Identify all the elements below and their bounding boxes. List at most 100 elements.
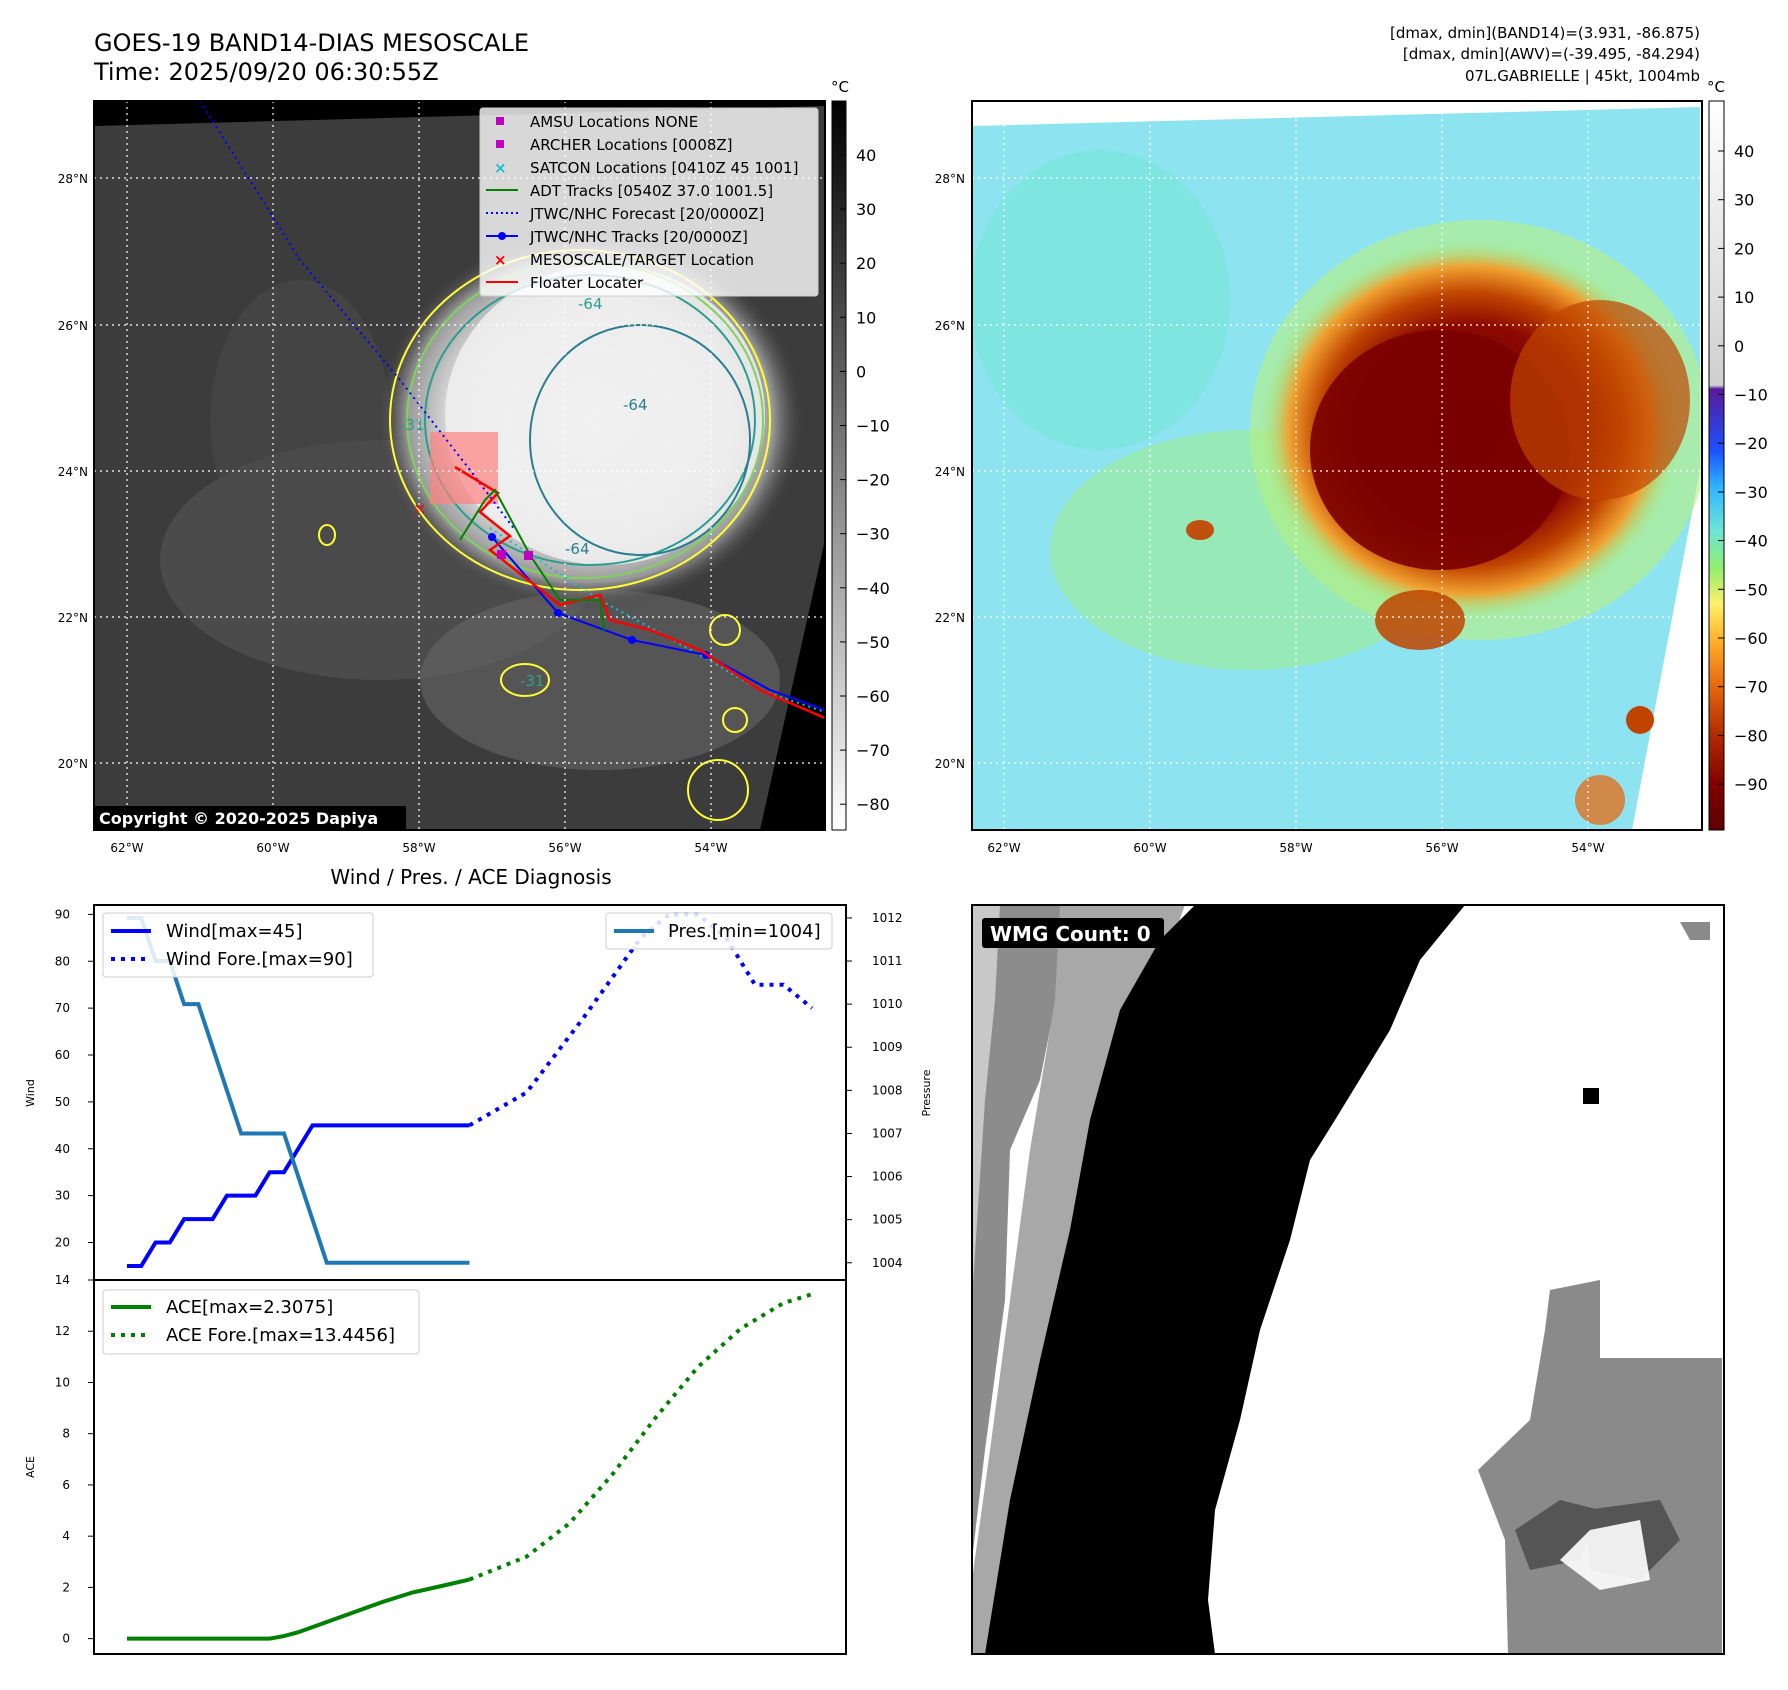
svg-text:×: × bbox=[494, 159, 507, 177]
legend-mesoscale: MESOSCALE/TARGET Location bbox=[530, 251, 754, 269]
colorbar-tick-label: 20 bbox=[1734, 239, 1754, 258]
colorbar-tick-label: −20 bbox=[856, 471, 890, 490]
contour-label: -64 bbox=[623, 396, 648, 414]
ace-legend: ACE[max=2.3075] ACE Fore.[max=13.4456] bbox=[102, 1289, 420, 1355]
colorbar-tick-label: −80 bbox=[856, 795, 890, 814]
svg-text:62°W: 62°W bbox=[110, 841, 143, 855]
figure-title: GOES-19 BAND14-DIAS MESOSCALE bbox=[94, 29, 529, 57]
colorbar-tick-label: −30 bbox=[1734, 483, 1768, 502]
legend-amsu: AMSU Locations NONE bbox=[530, 113, 698, 131]
wind-tick-label: 50 bbox=[55, 1095, 70, 1109]
pressure-tick-label: 1007 bbox=[872, 1126, 903, 1140]
colorbar-tick-label: 30 bbox=[856, 200, 876, 219]
svg-text:26°N: 26°N bbox=[935, 319, 965, 333]
ace-tick-label: 0 bbox=[62, 1632, 70, 1646]
wind-tick-label: 40 bbox=[55, 1142, 70, 1156]
pressure-tick-label: 1010 bbox=[872, 997, 903, 1011]
svg-text:60°W: 60°W bbox=[1133, 841, 1166, 855]
map-legend: AMSU Locations NONE ARCHER Locations [00… bbox=[479, 107, 819, 297]
series-wind bbox=[127, 1123, 470, 1268]
wmg-black-band bbox=[985, 905, 1465, 1654]
svg-text:56°W: 56°W bbox=[1425, 841, 1458, 855]
wind-axis-label: Wind bbox=[24, 1079, 37, 1107]
contour-label: -64 bbox=[578, 295, 603, 313]
colorbar-tick-label: −70 bbox=[856, 741, 890, 760]
ace-axis-label: ACE bbox=[24, 1456, 37, 1478]
colorbar-tick-label: −80 bbox=[1734, 726, 1768, 745]
info-band14: [dmax, dmin](BAND14)=(3.931, -86.875) bbox=[1390, 24, 1700, 42]
svg-text:24°N: 24°N bbox=[935, 465, 965, 479]
svg-text:26°N: 26°N bbox=[58, 319, 88, 333]
figure-time: Time: 2025/09/20 06:30:55Z bbox=[93, 58, 439, 86]
svg-text:24°N: 24°N bbox=[58, 465, 88, 479]
colorbar-tick-label: −50 bbox=[1734, 580, 1768, 599]
svg-text:28°N: 28°N bbox=[58, 172, 88, 186]
pressure-tick-label: 1005 bbox=[872, 1213, 903, 1227]
pressure-tick-label: 1006 bbox=[872, 1170, 903, 1184]
legend-archer: ARCHER Locations [0008Z] bbox=[530, 136, 733, 154]
colorbar-tick-label: 10 bbox=[1734, 288, 1754, 307]
colorbar-tick-label: −70 bbox=[1734, 678, 1768, 697]
legend-ace: ACE[max=2.3075] bbox=[166, 1297, 333, 1318]
wind-tick-label: 90 bbox=[55, 907, 70, 921]
map-right bbox=[971, 100, 1703, 831]
map-left: -64 -64 -64 -31 -31 × bbox=[93, 100, 826, 831]
ace-tick-label: 2 bbox=[62, 1580, 70, 1594]
legend-jtwc: JTWC/NHC Tracks [20/0000Z] bbox=[529, 228, 748, 246]
colorbar-tick-label: −90 bbox=[1734, 775, 1768, 794]
contour-label: -31 bbox=[400, 416, 425, 434]
colorbar-tick-label: −60 bbox=[1734, 629, 1768, 648]
colorbar-tick-label: 0 bbox=[856, 362, 866, 381]
colorbar-tick-label: 20 bbox=[856, 254, 876, 273]
colorbar-tick-label: 40 bbox=[856, 146, 876, 165]
wind-pres-chart: Wind Pressure 20 30 40 50 60 70 80 90 1004 1005 1… bbox=[24, 904, 933, 1281]
colorbar-tick-label: −50 bbox=[856, 633, 890, 652]
ace-tick-label: 14 bbox=[55, 1273, 70, 1287]
ace-chart: ACE 0 2 4 6 8 10 12 14 ACE[max=2.3075] ACE Fore… bbox=[24, 1273, 847, 1655]
info-awv: [dmax, dmin](AWV)=(-39.495, -84.294) bbox=[1403, 45, 1700, 63]
legend-forecast: JTWC/NHC Forecast [20/0000Z] bbox=[529, 205, 764, 223]
svg-text:22°N: 22°N bbox=[58, 611, 88, 625]
wmg-count: WMG Count: 0 bbox=[990, 922, 1151, 946]
colorbar-tick-label: 10 bbox=[856, 308, 876, 327]
colorbar-tick-label: −60 bbox=[856, 687, 890, 706]
colorbar-tick-label: −30 bbox=[856, 525, 890, 544]
svg-text:60°W: 60°W bbox=[256, 841, 289, 855]
colorbar-tick-label: 30 bbox=[1734, 191, 1754, 210]
colorbar-right: °C 40 30 20 10 0 −10 −20 −30 −40 −50 −60 −70 −80 −90 bbox=[1707, 78, 1768, 831]
wmg-panel: WMG Count: 0 bbox=[971, 904, 1725, 1655]
colorbar-left: °C 40 30 20 10 0 −10 −20 −30 −40 −50 −60 −70 −80 bbox=[831, 78, 890, 831]
ace-tick-label: 6 bbox=[62, 1478, 70, 1492]
svg-text:°C: °C bbox=[831, 78, 849, 96]
legend-ace-fore: ACE Fore.[max=13.4456] bbox=[166, 1325, 395, 1346]
pressure-tick-label: 1011 bbox=[872, 954, 903, 968]
svg-text:28°N: 28°N bbox=[935, 172, 965, 186]
legend-wind: Wind[max=45] bbox=[166, 921, 303, 942]
svg-text:×: × bbox=[494, 251, 507, 269]
svg-text:58°W: 58°W bbox=[402, 841, 435, 855]
colorbar-tick-label: −40 bbox=[856, 579, 890, 598]
ace-tick-label: 4 bbox=[62, 1529, 70, 1543]
colorbar-tick-label: −20 bbox=[1734, 434, 1768, 453]
contour-label: -31 bbox=[520, 672, 545, 690]
svg-text:20°N: 20°N bbox=[58, 757, 88, 771]
wind-tick-label: 70 bbox=[55, 1001, 70, 1015]
pressure-tick-label: 1012 bbox=[872, 911, 903, 925]
contour-label: -64 bbox=[565, 540, 590, 558]
ace-tick-label: 12 bbox=[55, 1324, 70, 1338]
map-left-axes: 28°N 26°N 24°N 22°N 20°N 62°W 60°W 58°W … bbox=[58, 172, 728, 855]
svg-text:54°W: 54°W bbox=[694, 841, 727, 855]
wind-legend: Wind[max=45] Wind Fore.[max=90] bbox=[102, 912, 374, 978]
pressure-tick-label: 1009 bbox=[872, 1040, 903, 1054]
svg-text:54°W: 54°W bbox=[1571, 841, 1604, 855]
diag-title: Wind / Pres. / ACE Diagnosis bbox=[330, 865, 611, 889]
target-marker: × bbox=[413, 499, 426, 518]
svg-text:56°W: 56°W bbox=[548, 841, 581, 855]
colorbar-tick-label: −40 bbox=[1734, 532, 1768, 551]
legend-satcon: SATCON Locations [0410Z 45 1001] bbox=[530, 159, 798, 177]
pressure-tick-label: 1004 bbox=[872, 1256, 903, 1270]
svg-text:58°W: 58°W bbox=[1279, 841, 1312, 855]
svg-text:°C: °C bbox=[1707, 78, 1725, 96]
colorbar-tick-label: 0 bbox=[1734, 337, 1744, 356]
ace-tick-label: 10 bbox=[55, 1375, 70, 1389]
